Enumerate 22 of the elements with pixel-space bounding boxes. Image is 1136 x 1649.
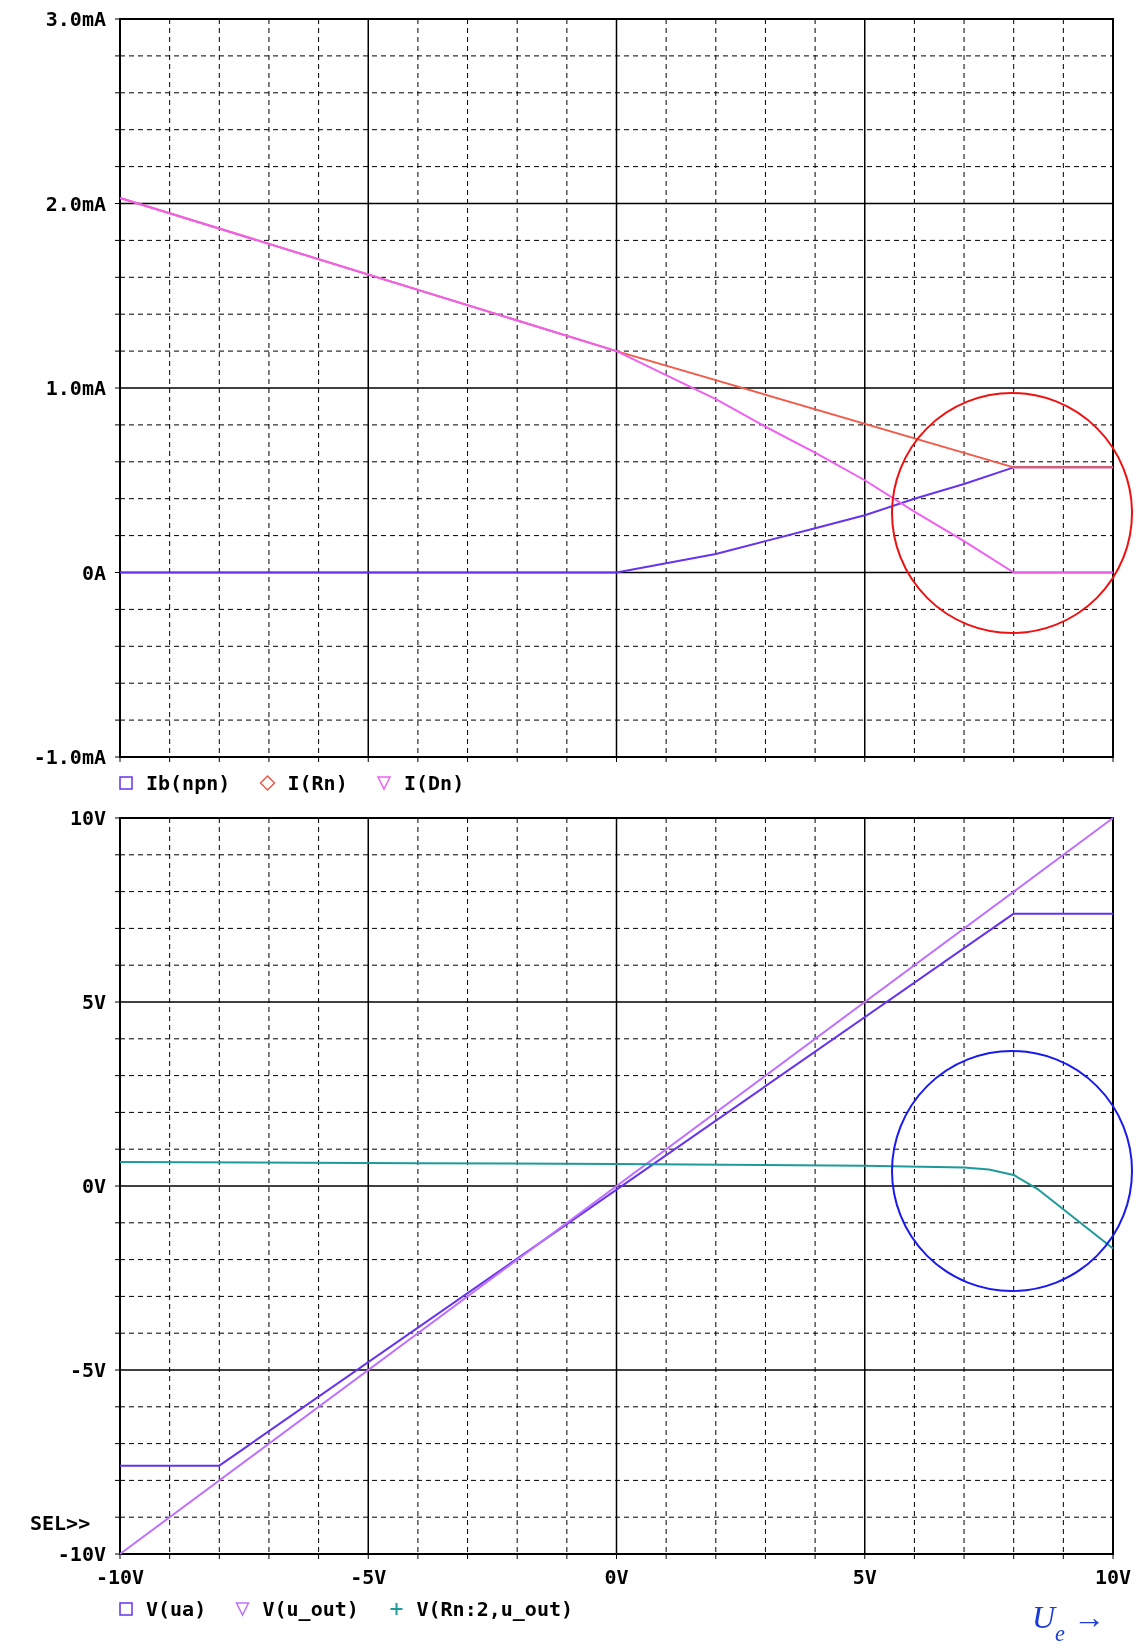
text: SEL>> [30, 1511, 91, 1535]
y-tick-label: 5V [81, 990, 106, 1014]
y-tick-label: -10V [57, 1542, 106, 1566]
legend-label: V(Rn:2,u_out) [416, 1597, 574, 1621]
y-tick-label: 2.0mA [45, 191, 106, 216]
legend-label: Ib(npn) [146, 771, 231, 795]
y-tick-label: -5V [69, 1358, 106, 1382]
y-tick-label: 0A [81, 560, 106, 585]
x-tick-label: -5V [350, 1565, 387, 1589]
y-tick-label: -1.0mA [33, 745, 106, 769]
y-tick-label: 10V [69, 806, 106, 830]
x-tick-label: 5V [852, 1565, 877, 1589]
x-tick-label: 10V [1094, 1565, 1132, 1589]
x-axis-title: U$_{e}$ → [1031, 1599, 1105, 1646]
legend-label: I(Dn) [404, 771, 465, 795]
x-tick-label: 0V [604, 1565, 629, 1589]
legend-label: V(ua) [146, 1597, 207, 1621]
legend-label: V(u_out) [262, 1597, 359, 1621]
y-tick-label: 1.0mA [45, 376, 106, 400]
y-tick-label: 0V [81, 1174, 106, 1198]
legend-label: I(Rn) [287, 771, 348, 795]
y-tick-label: 3.0mA [45, 7, 106, 31]
